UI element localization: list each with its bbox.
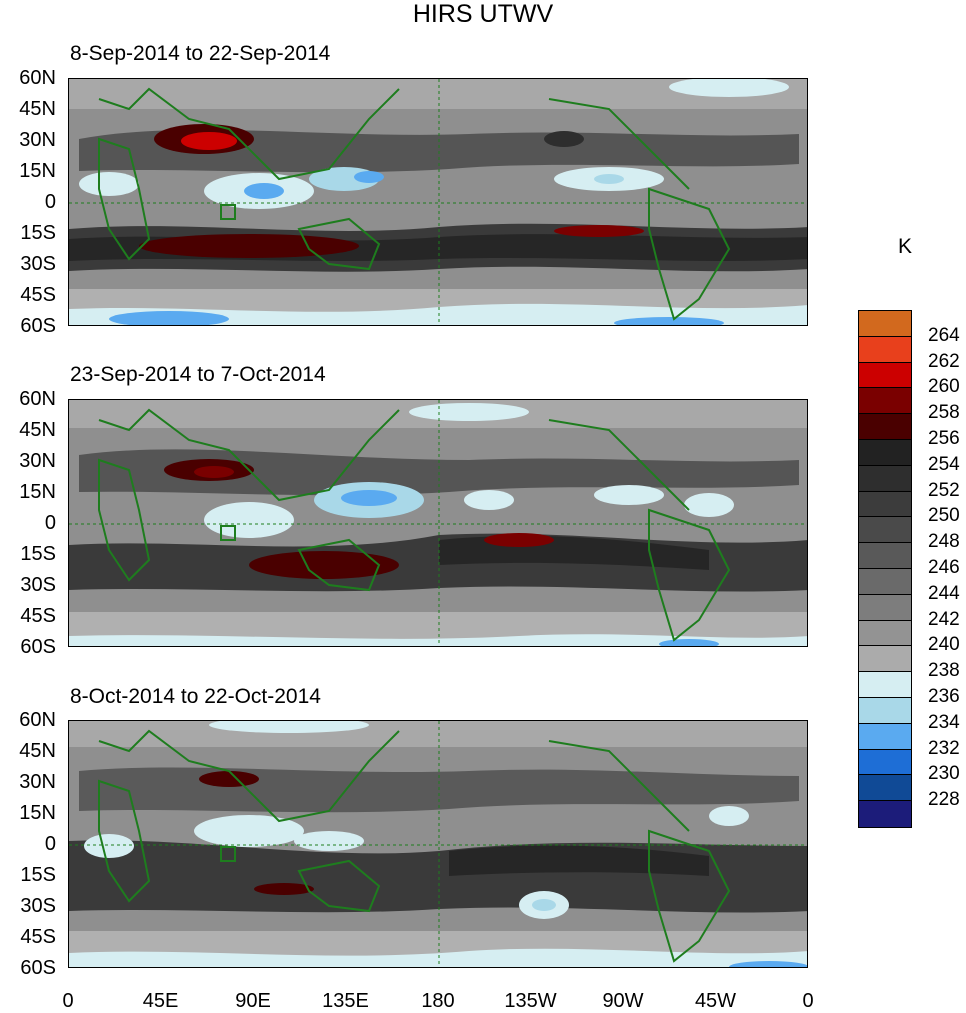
- lon-label: 45E: [142, 990, 179, 1012]
- colorbar-box: [859, 491, 911, 518]
- lat-label: 0: [44, 512, 56, 534]
- colorbar-box: [859, 697, 911, 724]
- panel-3-title: 8-Oct-2014 to 22-Oct-2014: [70, 685, 321, 708]
- lat-label: 0: [44, 833, 56, 855]
- colorbar-label: 238: [928, 660, 960, 682]
- figure-title: HIRS UTWV: [412, 0, 554, 28]
- colorbar-box: [859, 388, 911, 415]
- colorbar-label: 248: [928, 531, 960, 553]
- lon-label: 135E: [322, 990, 369, 1012]
- panel-3-map: [68, 720, 808, 968]
- colorbar-label: 242: [928, 608, 960, 630]
- lon-label: 180: [421, 990, 455, 1012]
- lat-label: 45N: [19, 98, 56, 120]
- lat-label: 60S: [20, 957, 56, 979]
- colorbar-label: 230: [928, 763, 960, 785]
- panel-3-contour-field: [69, 721, 807, 967]
- lon-label: 90E: [235, 990, 271, 1012]
- lat-label: 60N: [19, 709, 56, 731]
- colorbar-label: 228: [928, 789, 960, 811]
- colorbar-box: [859, 439, 911, 466]
- lat-label: 60N: [19, 388, 56, 410]
- lat-label: 15S: [20, 543, 56, 565]
- panel-1-contour-field: [69, 79, 807, 325]
- lat-label: 60S: [20, 315, 56, 337]
- colorbar-box: [859, 311, 911, 337]
- colorbar-box: [859, 414, 911, 440]
- lat-label: 60N: [19, 67, 56, 89]
- colorbar-box: [859, 336, 911, 363]
- colorbar-label: 254: [928, 453, 960, 475]
- colorbar-box: [859, 723, 911, 750]
- colorbar-label: 232: [928, 737, 960, 759]
- lat-label: 15N: [19, 481, 56, 503]
- colorbar-box: [859, 465, 911, 492]
- colorbar-box: [859, 362, 911, 389]
- lon-label: 45W: [694, 990, 737, 1012]
- colorbar-box: [859, 646, 911, 673]
- colorbar-unit: K: [898, 235, 913, 258]
- lat-label: 45S: [20, 284, 56, 306]
- lon-label: 135W: [504, 990, 557, 1012]
- colorbar-label: 234: [928, 711, 960, 733]
- lat-label: 15N: [19, 802, 56, 824]
- lat-label: 45N: [19, 419, 56, 441]
- lat-label: 15N: [19, 160, 56, 182]
- colorbar: [858, 310, 912, 828]
- colorbar-label: 256: [928, 428, 960, 449]
- lat-label: 60S: [20, 636, 56, 658]
- lon-label: 0: [62, 990, 74, 1012]
- panel-1-map: [68, 78, 808, 326]
- colorbar-box: [859, 517, 911, 544]
- lat-label: 15S: [20, 864, 56, 886]
- colorbar-label: 244: [928, 582, 960, 604]
- lat-label: 45S: [20, 926, 56, 948]
- colorbar-label: 252: [928, 479, 960, 501]
- panel-2-contour-field: [69, 400, 807, 646]
- lat-label: 45S: [20, 605, 56, 627]
- panel-2-title: 23-Sep-2014 to 7-Oct-2014: [70, 363, 326, 386]
- panel-1-title: 8-Sep-2014 to 22-Sep-2014: [70, 42, 331, 65]
- colorbar-box: [859, 568, 911, 595]
- lat-label: 15S: [20, 222, 56, 244]
- lat-label: 30N: [19, 771, 56, 793]
- colorbar-label: 258: [928, 402, 960, 424]
- colorbar-box: [859, 672, 911, 698]
- lat-label: 45N: [19, 740, 56, 762]
- colorbar-box: [859, 594, 911, 621]
- panel-2-map: [68, 399, 808, 647]
- colorbar-box: [859, 801, 911, 827]
- lat-label: 30N: [19, 129, 56, 151]
- colorbar-box: [859, 775, 911, 802]
- colorbar-label: 236: [928, 686, 960, 707]
- colorbar-label: 250: [928, 505, 960, 527]
- lon-label: 0: [802, 990, 814, 1012]
- colorbar-label: 246: [928, 557, 960, 578]
- colorbar-box: [859, 749, 911, 776]
- colorbar-label: 240: [928, 634, 960, 656]
- lon-label: 90W: [602, 990, 644, 1012]
- lat-label: 30S: [20, 253, 56, 275]
- colorbar-label: 262: [928, 350, 960, 372]
- lat-label: 30S: [20, 895, 56, 917]
- colorbar-box: [859, 620, 911, 647]
- lat-label: 30N: [19, 450, 56, 472]
- colorbar-label: 264: [928, 324, 960, 346]
- colorbar-label: 260: [928, 376, 960, 398]
- lat-label: 0: [44, 191, 56, 213]
- lat-label: 30S: [20, 574, 56, 596]
- colorbar-box: [859, 543, 911, 569]
